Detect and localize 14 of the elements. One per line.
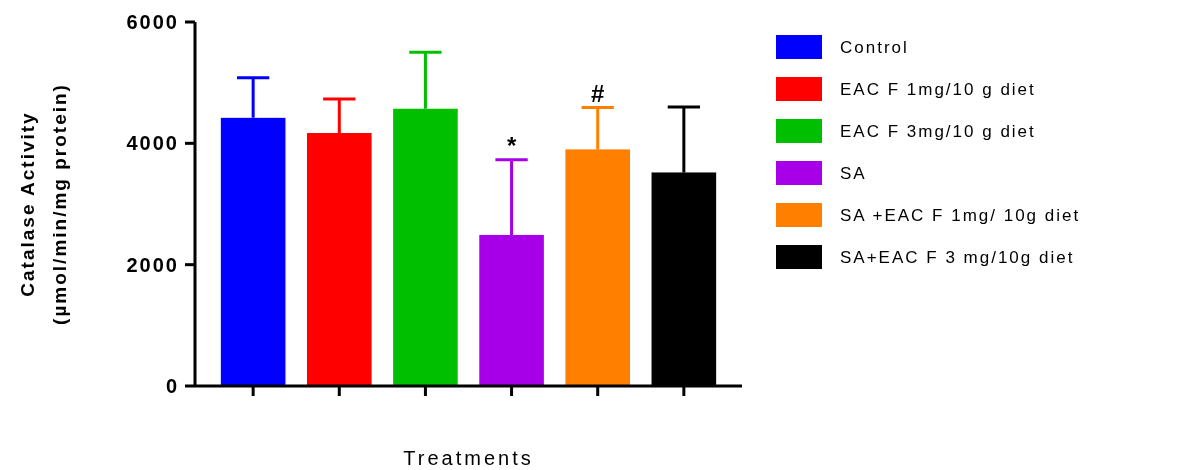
annotation: #: [591, 79, 605, 107]
legend-label: SA: [840, 163, 867, 183]
y-tick-label: 4000: [126, 132, 179, 155]
y-axis-title: Catalase Activity (µmol/min/mg protein): [17, 83, 70, 325]
legend-label: SA+EAC F 3 mg/10g diet: [840, 247, 1075, 267]
legend-label: EAC F 3mg/10 g diet: [840, 121, 1036, 141]
legend-label: SA +EAC F 1mg/ 10g diet: [840, 205, 1081, 225]
y-tick-label: 0: [165, 375, 179, 397]
annotation: *: [506, 131, 517, 159]
y-tick-label: 6000: [126, 11, 179, 33]
legend-label: EAC F 1mg/10 g diet: [840, 79, 1036, 99]
y-tick-label: 2000: [126, 253, 179, 276]
x-axis-title: Treatments: [403, 447, 534, 469]
legend-label: Control: [840, 37, 909, 57]
